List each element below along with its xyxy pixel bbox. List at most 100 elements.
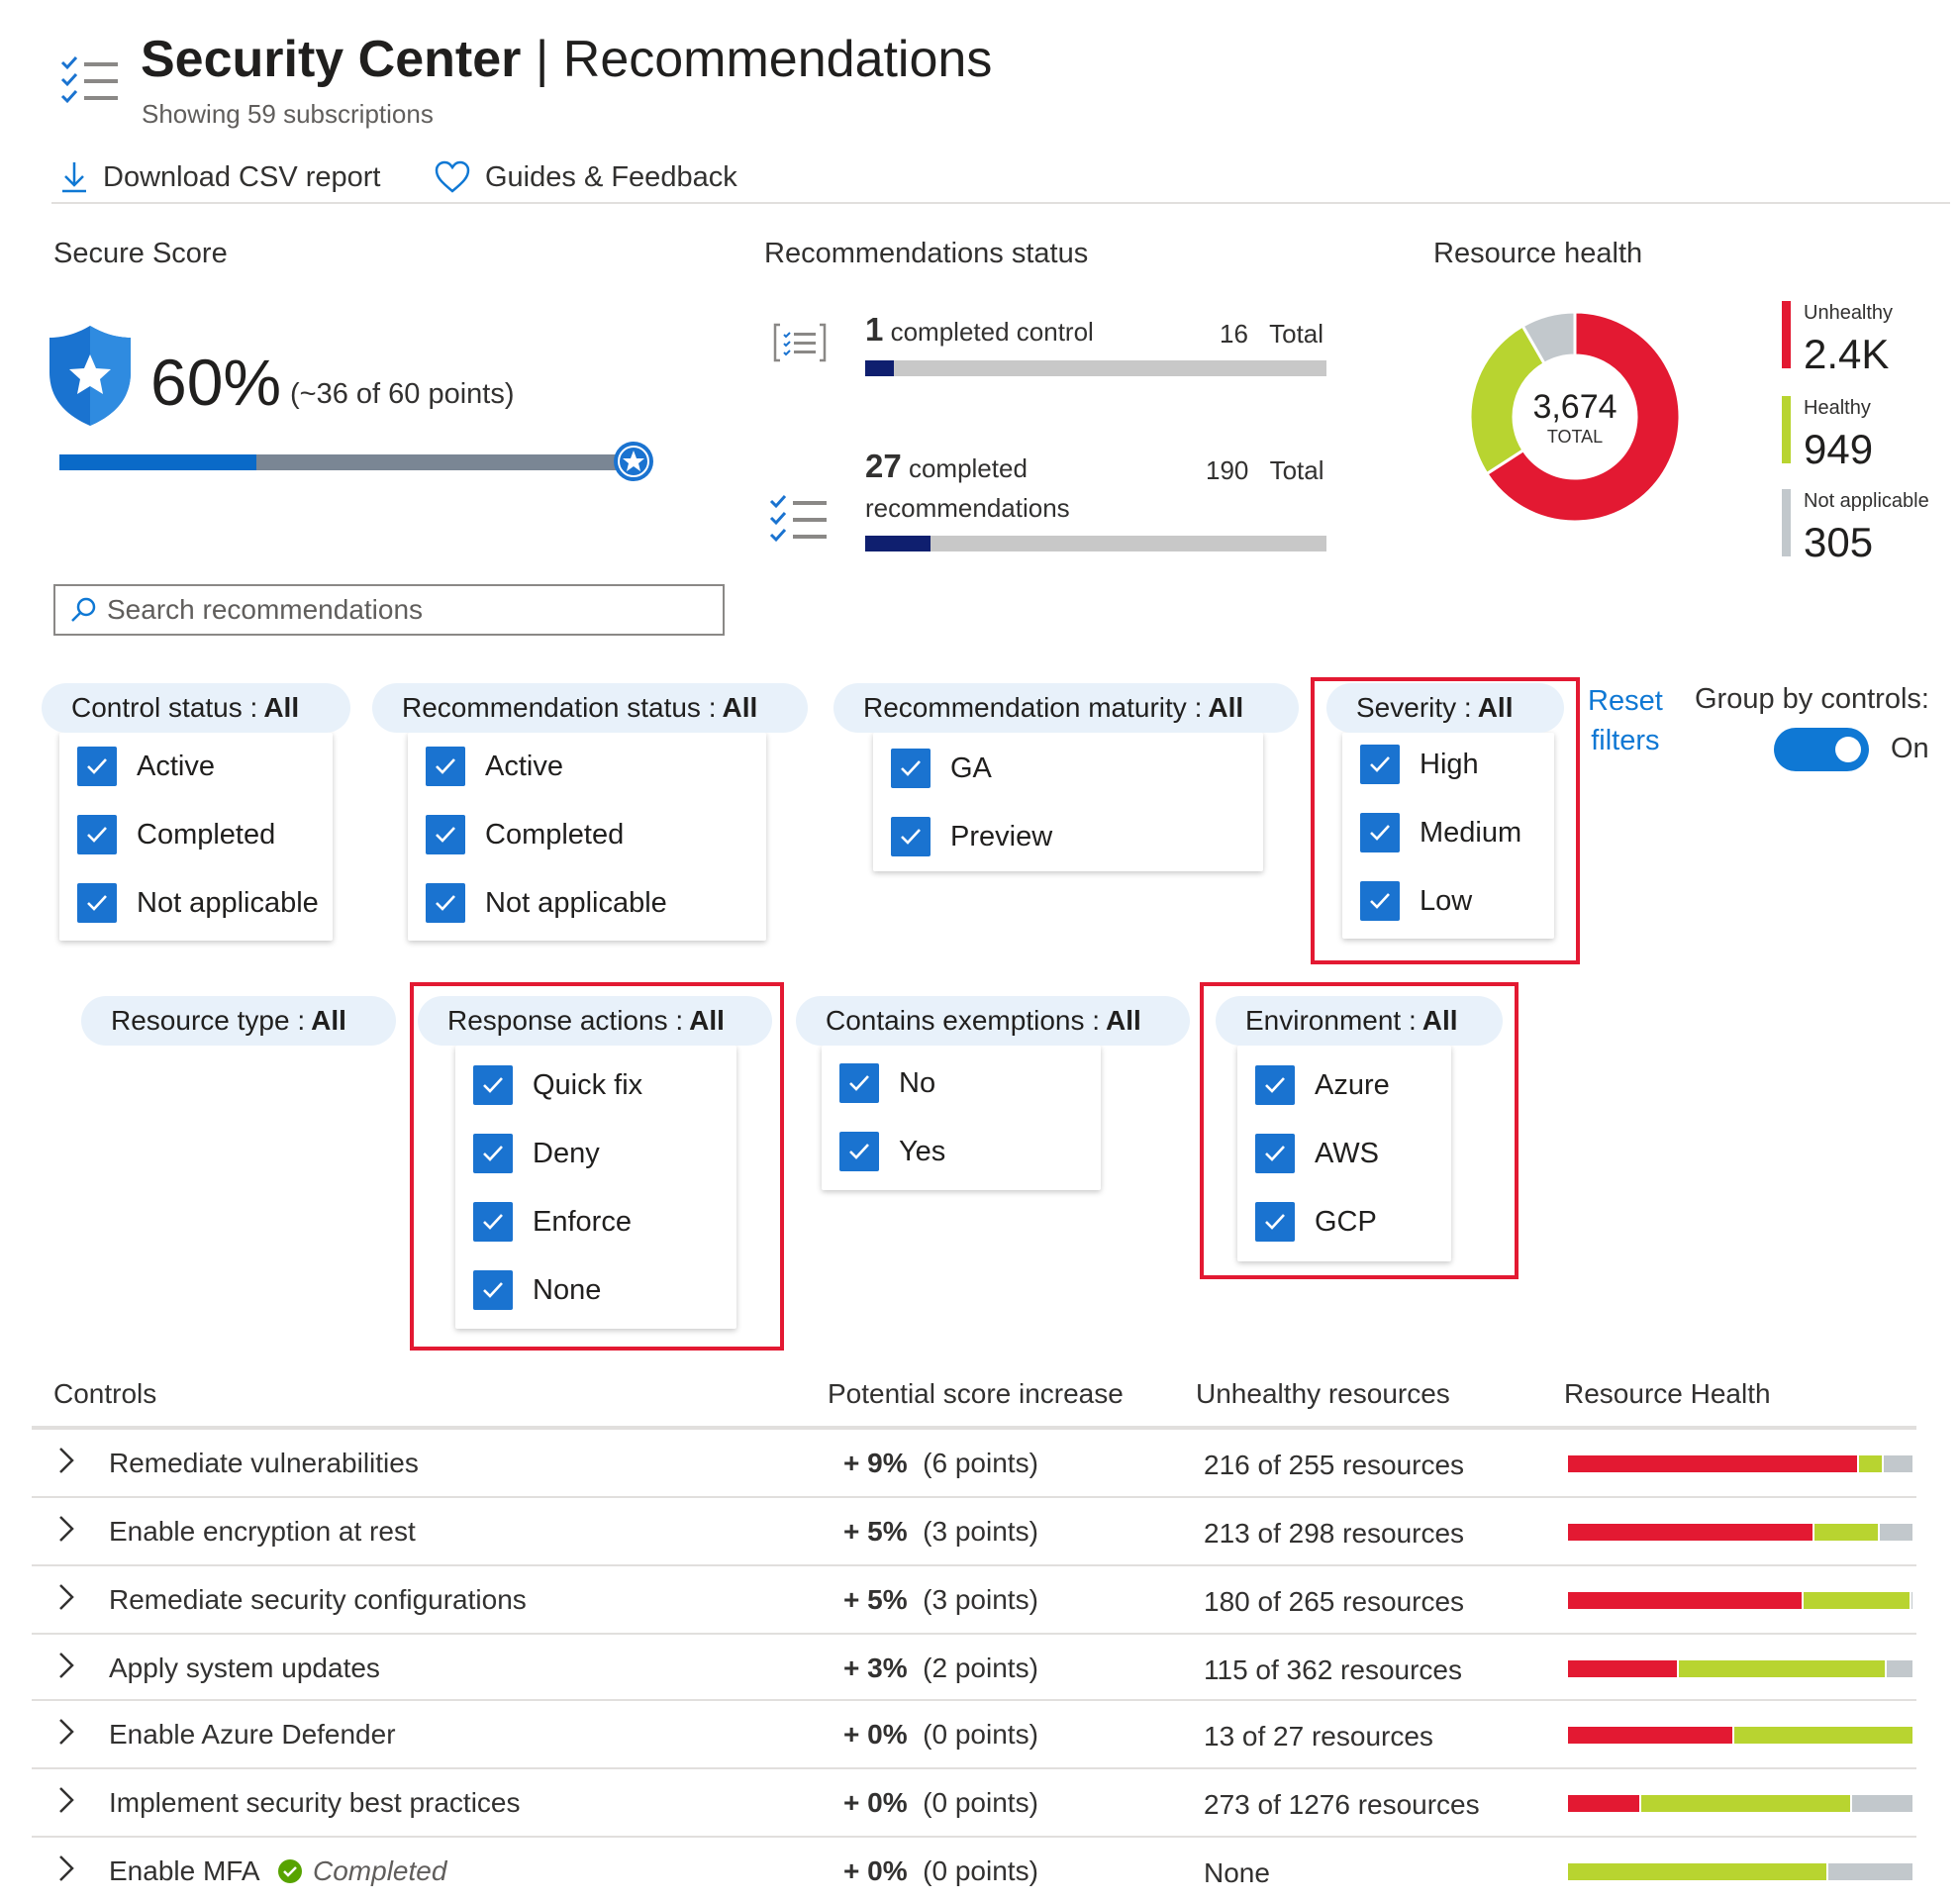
secure-score-title: Secure Score — [53, 238, 228, 269]
completed-recommendations-text: 27 completed — [865, 448, 1028, 484]
group-by-controls-toggle[interactable] — [1774, 728, 1869, 771]
checkbox-checked-icon[interactable] — [426, 747, 465, 786]
checkbox-checked-icon[interactable] — [1255, 1134, 1295, 1173]
download-csv-button[interactable]: Download CSV report — [59, 160, 380, 194]
environment-option-aws[interactable]: AWS — [1255, 1134, 1379, 1173]
contains-exemptions-filter-pill[interactable]: Contains exemptions : All — [796, 996, 1190, 1046]
checkbox-checked-icon[interactable] — [77, 815, 117, 854]
checkbox-checked-icon[interactable] — [891, 817, 931, 856]
control-status-option-not-applicable[interactable]: Not applicable — [77, 883, 319, 923]
control-name[interactable]: Enable encryption at rest — [109, 1516, 416, 1547]
recommendation-status-filter-pill[interactable]: Recommendation status : All — [372, 683, 808, 733]
control-name[interactable]: Enable MFA — [109, 1855, 260, 1886]
checkbox-checked-icon[interactable] — [473, 1202, 513, 1242]
resource-health-bar — [1568, 1660, 1914, 1677]
environment-option-azure[interactable]: Azure — [1255, 1065, 1390, 1105]
checkbox-checked-icon[interactable] — [839, 1132, 879, 1171]
severity-option-medium[interactable]: Medium — [1360, 813, 1521, 852]
controls-progress-fill — [865, 360, 895, 376]
page-subtitle: Showing 59 subscriptions — [142, 99, 434, 129]
score-target-star-icon — [612, 440, 655, 488]
health-segment-unhealthy — [1568, 1524, 1814, 1541]
response-actions-highlight-box — [410, 982, 784, 1351]
chevron-right-icon[interactable] — [57, 1582, 75, 1619]
recommendations-list-icon — [59, 54, 121, 113]
resource-health-bar — [1568, 1863, 1914, 1880]
checkbox-checked-icon[interactable] — [473, 1270, 513, 1310]
checkbox-checked-icon[interactable] — [839, 1063, 879, 1103]
column-header-controls[interactable]: Controls — [53, 1378, 157, 1409]
chevron-right-icon[interactable] — [57, 1853, 75, 1890]
recommendation-maturity-filter-pill[interactable]: Recommendation maturity : All — [833, 683, 1299, 733]
donut-slice-healthy — [1468, 324, 1547, 476]
exemptions-option-yes[interactable]: Yes — [839, 1132, 945, 1171]
controls-progress-track — [865, 360, 1326, 376]
checkbox-checked-icon[interactable] — [426, 815, 465, 854]
response-option-deny[interactable]: Deny — [473, 1134, 600, 1173]
severity-option-high[interactable]: High — [1360, 745, 1479, 784]
control-name[interactable]: Implement security best practices — [109, 1787, 521, 1818]
health-segment-not-applicable — [1852, 1795, 1914, 1812]
column-header-resource-health[interactable]: Resource Health — [1564, 1378, 1771, 1409]
checkbox-checked-icon[interactable] — [473, 1134, 513, 1173]
resource-type-filter-pill[interactable]: Resource type : All — [81, 996, 396, 1046]
column-header-unhealthy-resources[interactable]: Unhealthy resources — [1196, 1378, 1450, 1409]
control-name[interactable]: Remediate vulnerabilities — [109, 1448, 419, 1478]
recommendation-status-option-completed[interactable]: Completed — [426, 815, 624, 854]
control-name[interactable]: Remediate security configurations — [109, 1584, 527, 1615]
control-status-filter-pill[interactable]: Control status : All — [42, 683, 350, 733]
chevron-right-icon[interactable] — [57, 1651, 75, 1687]
response-option-enforce[interactable]: Enforce — [473, 1202, 632, 1242]
chevron-right-icon[interactable] — [57, 1717, 75, 1753]
control-list-icon — [772, 321, 828, 369]
response-option-none[interactable]: None — [473, 1270, 601, 1310]
health-segment-not-applicable — [1887, 1660, 1914, 1677]
na-label: Not applicable — [1804, 490, 1929, 512]
checkbox-checked-icon[interactable] — [473, 1065, 513, 1105]
control-name[interactable]: Enable Azure Defender — [109, 1719, 396, 1750]
page-title: Security Center | Recommendations — [141, 31, 993, 88]
resource-health-title: Resource health — [1433, 238, 1643, 269]
guides-feedback-button[interactable]: Guides & Feedback — [434, 160, 737, 194]
recommendation-status-option-not-applicable[interactable]: Not applicable — [426, 883, 667, 923]
chevron-right-icon[interactable] — [57, 1446, 75, 1482]
checkbox-checked-icon[interactable] — [1360, 745, 1400, 784]
exemptions-option-no[interactable]: No — [839, 1063, 935, 1103]
check-circle-icon — [278, 1859, 302, 1883]
control-status-option-active[interactable]: Active — [77, 747, 215, 786]
reset-filters-link[interactable]: Reset filters — [1588, 685, 1663, 756]
checkbox-checked-icon[interactable] — [1360, 881, 1400, 921]
checkbox-checked-icon[interactable] — [1255, 1065, 1295, 1105]
response-actions-filter-pill[interactable]: Response actions : All — [418, 996, 772, 1046]
environment-filter-pill[interactable]: Environment : All — [1216, 996, 1503, 1046]
control-status-option-completed[interactable]: Completed — [77, 815, 275, 854]
control-name[interactable]: Apply system updates — [109, 1653, 380, 1683]
control-status-panel: Active Completed Not applicable — [59, 733, 333, 941]
unhealthy-resources-count: 115 of 362 resources — [1204, 1654, 1462, 1685]
environment-option-gcp[interactable]: GCP — [1255, 1202, 1377, 1242]
unhealthy-resources-count: 213 of 298 resources — [1204, 1518, 1465, 1549]
maturity-option-preview[interactable]: Preview — [891, 817, 1052, 856]
search-input[interactable] — [107, 594, 701, 626]
na-value: 305 — [1804, 519, 1874, 565]
checkbox-checked-icon[interactable] — [77, 747, 117, 786]
response-option-quick-fix[interactable]: Quick fix — [473, 1065, 642, 1105]
checkbox-checked-icon[interactable] — [77, 883, 117, 923]
potential-score-increase: + 9% (6 points) — [843, 1448, 1038, 1478]
chevron-right-icon[interactable] — [57, 1785, 75, 1822]
severity-option-low[interactable]: Low — [1360, 881, 1472, 921]
search-box[interactable] — [53, 584, 725, 636]
checkbox-checked-icon[interactable] — [426, 883, 465, 923]
guides-feedback-label: Guides & Feedback — [485, 160, 737, 193]
severity-filter-pill[interactable]: Severity : All — [1326, 683, 1564, 733]
checkbox-checked-icon[interactable] — [891, 749, 931, 788]
severity-panel: High Medium Low — [1342, 733, 1554, 939]
checkbox-checked-icon[interactable] — [1255, 1202, 1295, 1242]
checkbox-checked-icon[interactable] — [1360, 813, 1400, 852]
maturity-option-ga[interactable]: GA — [891, 749, 992, 788]
recommendation-status-option-active[interactable]: Active — [426, 747, 563, 786]
health-segment-healthy — [1734, 1727, 1914, 1744]
column-header-potential-score[interactable]: Potential score increase — [828, 1378, 1124, 1409]
chevron-right-icon[interactable] — [57, 1514, 75, 1551]
unhealthy-resources-count: 180 of 265 resources — [1204, 1586, 1465, 1617]
